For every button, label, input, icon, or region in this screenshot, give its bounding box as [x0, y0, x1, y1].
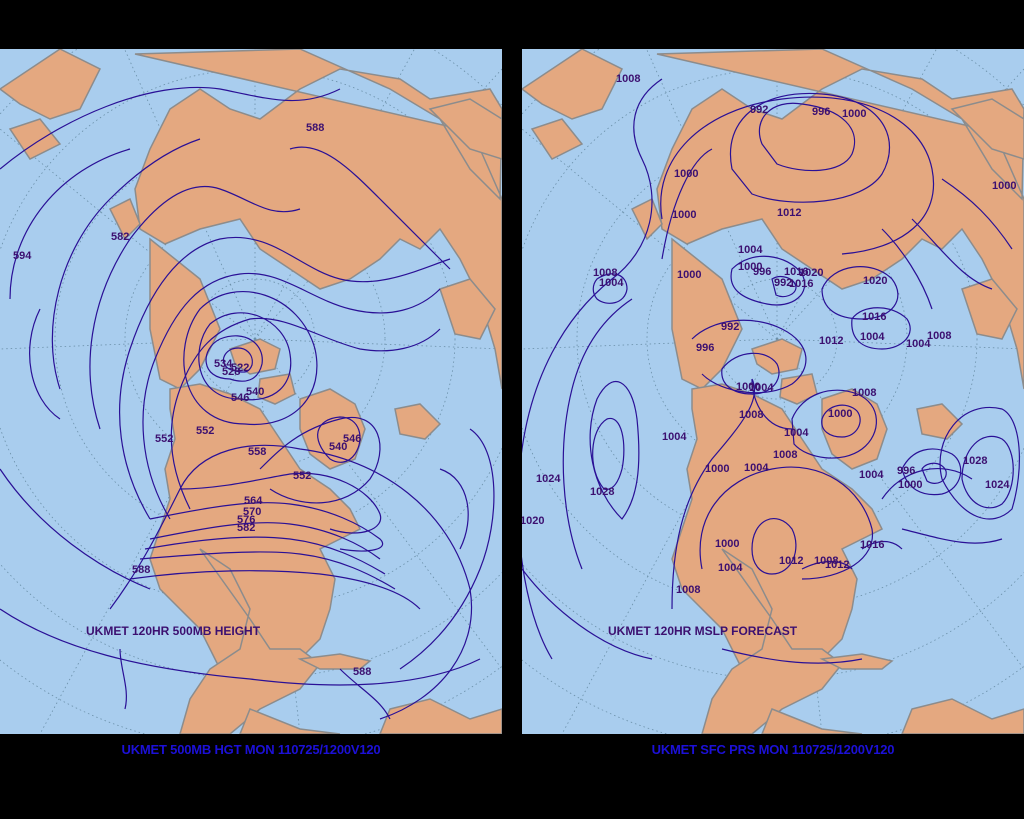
contour-label: 1008	[616, 73, 640, 85]
height-contours	[0, 86, 495, 720]
contour-label: 1000	[738, 261, 762, 273]
contour-label: 1000	[672, 209, 696, 221]
contour-label: 594	[13, 250, 32, 262]
contour-label: 552	[293, 470, 311, 482]
contour-label: 1004	[860, 331, 885, 343]
contour-label: 1004	[662, 431, 687, 443]
contour-label: 552	[155, 433, 173, 445]
map-footer-caption: UKMET SFC PRS MON 110725/1200V120	[651, 742, 895, 757]
contour-label: 1020	[522, 515, 544, 527]
contour-label: 528	[222, 366, 240, 378]
contour-label: 1016	[789, 278, 813, 290]
contour-label: 588	[353, 666, 371, 678]
contour-label: 1004	[744, 462, 769, 474]
contour-label: 1024	[536, 473, 561, 485]
contour-label: 1012	[779, 555, 803, 567]
contour-label: 1012	[819, 335, 843, 347]
contour-label: 1024	[985, 479, 1010, 491]
contour-label: 582	[111, 231, 129, 243]
contour-label: 1004	[718, 562, 743, 574]
contour-label: 1000	[842, 108, 866, 120]
contour-label: 992	[721, 321, 739, 333]
contour-label: 1008	[676, 584, 700, 596]
contour-label: 1020	[863, 275, 887, 287]
contour-label: 996	[753, 266, 771, 278]
map-inner-title: UKMET 120HR MSLP FORECAST	[608, 624, 798, 638]
contour-label: 1000	[677, 269, 701, 281]
height-map: 594 588 582 534 528 522 546 540 552 552 …	[0, 49, 502, 734]
contour-label: 546	[231, 392, 249, 404]
contour-label: 1020	[799, 267, 823, 279]
contour-label: 1012	[777, 207, 801, 219]
contour-label: 1004	[859, 469, 884, 481]
contour-label: 570	[243, 506, 261, 518]
contour-label: 1012	[825, 559, 849, 571]
contour-label: 1000	[715, 538, 739, 550]
contour-label: 540	[246, 386, 264, 398]
contour-label: 992	[750, 104, 768, 116]
contour-label: 546	[343, 433, 361, 445]
right-panel: 1008 992 996 1000 1000 1000 1012 1000 10…	[522, 0, 1024, 819]
height-labels: 594 588 582 534 528 522 546 540 552 552 …	[13, 122, 371, 678]
land-masses	[522, 49, 1024, 734]
contour-label: 588	[306, 122, 324, 134]
contour-label: 1000	[898, 479, 922, 491]
map-inner-title: UKMET 120HR 500MB HEIGHT	[86, 624, 261, 638]
contour-label: 1004	[906, 338, 931, 350]
contour-label: 1008	[927, 330, 951, 342]
contour-label: 1000	[992, 180, 1016, 192]
map-footer-caption: UKMET 500MB HGT MON 110725/1200V120	[121, 742, 381, 757]
contour-label: 1000	[828, 408, 852, 420]
contour-label: 1016	[860, 539, 884, 551]
contour-label: 588	[132, 564, 150, 576]
contour-label: 1008	[852, 387, 876, 399]
contour-label: 558	[248, 446, 266, 458]
contour-label: 564	[244, 495, 263, 507]
contour-label: 1008	[773, 449, 797, 461]
contour-label: 1008	[739, 409, 763, 421]
contour-label: 1004	[784, 427, 809, 439]
contour-label: 582	[237, 522, 255, 534]
left-panel: 594 588 582 534 528 522 546 540 552 552 …	[0, 0, 502, 819]
contour-label: 1028	[963, 455, 987, 467]
pressure-map-svg: 1008 992 996 1000 1000 1000 1012 1000 10…	[522, 49, 1024, 734]
contour-label: 1028	[590, 486, 614, 498]
contour-label: 1016	[862, 311, 886, 323]
contour-label: 996	[897, 465, 915, 477]
contour-label: 1000	[736, 381, 760, 393]
contour-label: 576	[237, 514, 255, 526]
contour-label: 1004	[599, 277, 624, 289]
contour-label: 996	[696, 342, 714, 354]
contour-label: 1008	[814, 555, 838, 567]
contour-label: 534	[214, 358, 233, 370]
contour-label: 996	[812, 106, 830, 118]
pressure-contours	[522, 78, 1020, 664]
contour-label: 1000	[705, 463, 729, 475]
contour-label: 522	[231, 362, 249, 374]
contour-label: 552	[196, 425, 214, 437]
contour-label: 1008	[593, 267, 617, 279]
contour-label: 540	[329, 441, 347, 453]
pressure-labels: 1008 992 996 1000 1000 1000 1012 1000 10…	[522, 73, 1016, 638]
contour-label: 1004	[749, 382, 774, 394]
contour-label: 992	[774, 277, 792, 289]
height-map-svg: 594 588 582 534 528 522 546 540 552 552 …	[0, 49, 502, 734]
pressure-map: 1008 992 996 1000 1000 1000 1012 1000 10…	[522, 49, 1024, 734]
contour-label: 1016	[784, 266, 808, 278]
contour-label: 1000	[674, 168, 698, 180]
contour-label: 1004	[738, 244, 763, 256]
